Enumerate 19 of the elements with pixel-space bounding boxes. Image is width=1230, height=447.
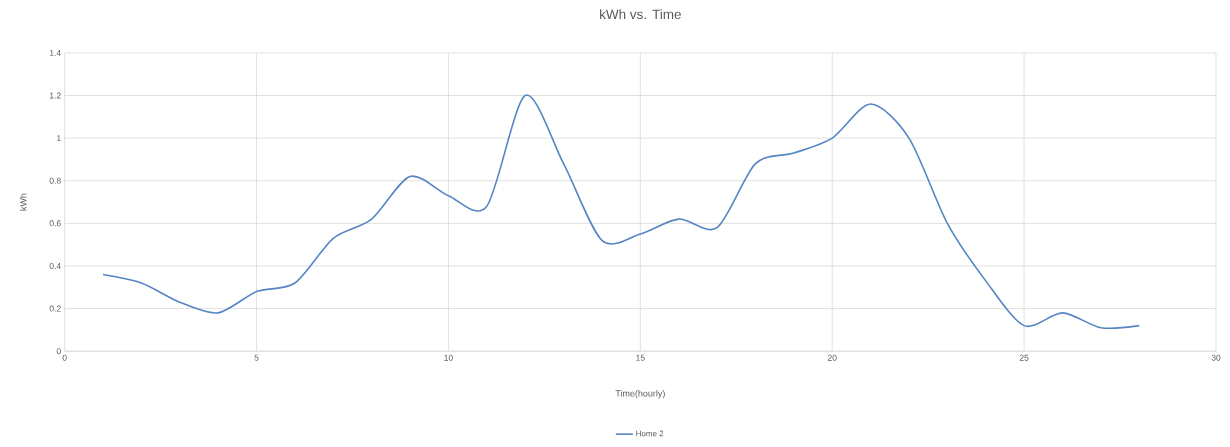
y-tick-label: 0.6: [49, 220, 61, 227]
y-axis-title: kWh: [19, 193, 27, 211]
y-tick-label: 0.4: [49, 262, 61, 269]
x-tick-label: 30: [1211, 354, 1221, 361]
x-tick-label: 20: [827, 354, 837, 361]
x-tick-label: 10: [444, 354, 453, 361]
y-tick-label: 1.2: [49, 92, 61, 99]
x-tick-label: 15: [636, 354, 645, 361]
y-tick-label: 0.2: [49, 305, 61, 312]
x-axis-title: Time(hourly): [615, 389, 665, 399]
x-tick-label: 5: [254, 354, 259, 361]
x-tick-label: 0: [62, 354, 67, 361]
y-tick-label: 0.8: [49, 177, 61, 184]
line-series: [102, 94, 1141, 330]
chart-title: kWh vs. Time: [600, 9, 681, 20]
y-tick-label: 1.4: [49, 49, 61, 56]
x-tick-label: 25: [1019, 354, 1029, 361]
y-tick-label: 1: [57, 135, 61, 142]
y-tick-label: 0: [56, 348, 61, 355]
